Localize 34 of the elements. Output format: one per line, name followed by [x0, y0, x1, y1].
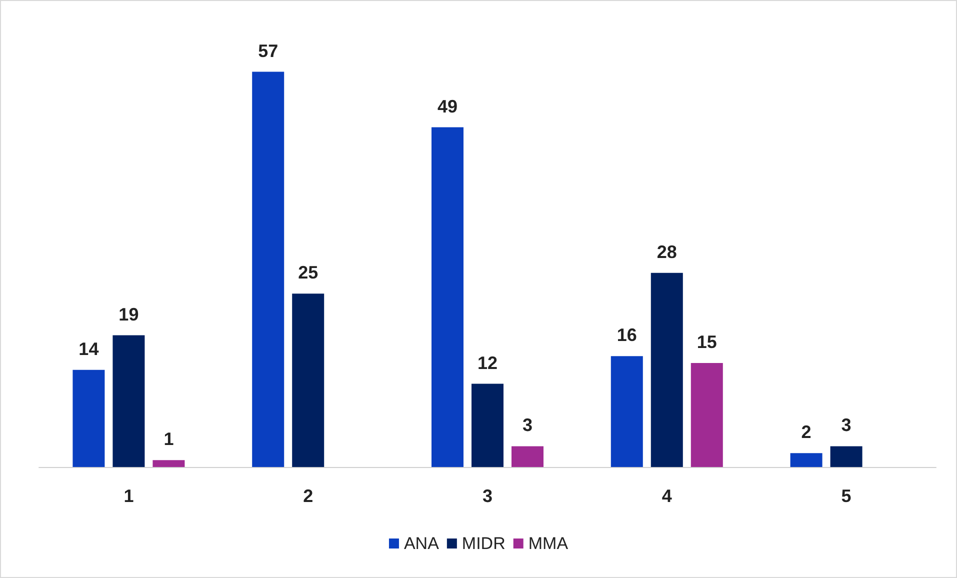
x-tick-label: 1	[124, 486, 134, 506]
data-label: 12	[477, 352, 498, 373]
bar	[292, 294, 324, 467]
x-tick-label: 3	[482, 486, 493, 506]
bar	[512, 446, 544, 467]
data-label: 19	[118, 304, 139, 324]
legend-label: ANA	[404, 534, 440, 553]
data-label: 3	[841, 415, 852, 436]
bar	[650, 272, 683, 467]
data-label: 14	[78, 338, 99, 359]
bar	[112, 335, 145, 467]
bar	[830, 446, 862, 467]
bar	[252, 72, 284, 467]
data-label: 25	[298, 262, 318, 283]
data-label: 57	[258, 40, 278, 61]
bar	[72, 370, 105, 467]
data-label: 2	[801, 422, 812, 442]
bar	[432, 127, 464, 467]
data-label: 15	[696, 332, 717, 352]
data-label: 3	[522, 415, 533, 436]
bar	[152, 460, 185, 467]
data-label: 49	[437, 96, 458, 116]
x-tick-label: 4	[662, 486, 672, 506]
bar	[610, 356, 643, 467]
bar	[472, 384, 504, 467]
bar	[690, 363, 723, 467]
x-tick-label: 5	[841, 486, 852, 506]
data-label: 16	[616, 325, 637, 346]
bar	[790, 453, 822, 467]
legend-label: MIDR	[462, 534, 506, 553]
data-label: 1	[164, 429, 174, 450]
x-tick-label: 2	[303, 486, 314, 506]
data-label: 28	[656, 242, 677, 262]
legend-label: MMA	[528, 534, 569, 553]
